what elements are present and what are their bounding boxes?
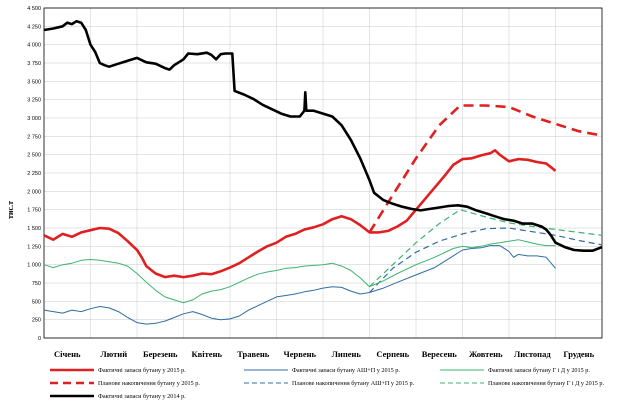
y-tick-label: 3 750 (27, 61, 41, 67)
y-axis: 0 250 500 750 1 000 1 250 1 500 1 750 2 000 2 250… (27, 6, 41, 342)
x-tick-label: Березень (143, 349, 178, 359)
y-tick-label: 250 (32, 318, 41, 324)
x-tick-label: Січень (54, 349, 81, 359)
x-tick-label: Вересень (422, 349, 458, 359)
series-line-5 (43, 239, 556, 304)
series-line-6 (369, 209, 603, 288)
y-tick-label: 1 000 (27, 263, 41, 269)
legend-label: Планове накопичення бутану у 2015 р. (98, 380, 200, 387)
y-tick-label: 0 (38, 336, 41, 342)
legend-label: Фактичні запаси бутану у 2014 р. (98, 393, 186, 400)
y-tick-label: 3 000 (27, 116, 41, 122)
x-tick-label: Лютий (100, 349, 127, 359)
y-tick-label: 2 250 (27, 171, 41, 177)
series-line-3 (43, 245, 556, 325)
x-tick-label: Липень (332, 349, 362, 359)
y-tick-label: 2 750 (27, 134, 41, 140)
y-axis-label: тис.т (6, 201, 15, 219)
y-tick-label: 3 500 (27, 79, 41, 85)
series-line-2 (368, 104, 603, 234)
y-tick-label: 2 000 (27, 189, 41, 195)
y-tick-label: 4 000 (27, 43, 41, 49)
y-tick-label: 4 500 (27, 6, 41, 12)
x-tick-label: Квітень (192, 349, 223, 359)
y-tick-label: 4 250 (27, 24, 41, 30)
y-tick-label: 3 250 (27, 98, 41, 104)
y-tick-label: 1 250 (27, 244, 41, 250)
x-tick-label: Червень (284, 349, 317, 359)
y-tick-label: 1 500 (27, 226, 41, 232)
legend-label: Фактичні запаси бутану Г і Д у 2015 р. (488, 367, 590, 374)
plot-frame (43, 7, 603, 339)
x-tick-label: Травень (237, 349, 270, 359)
series-line-4 (369, 227, 603, 293)
legend-label: Планове накопичення бутану АШ+П у 2015 р… (292, 380, 415, 387)
y-tick-label: 500 (32, 299, 41, 305)
legend-label: Планове накопичення бутану Г і Д у 2015 … (488, 380, 605, 387)
x-tick-label: Серпень (376, 349, 409, 359)
series-line-7 (43, 19, 603, 252)
y-tick-label: 2 500 (27, 153, 41, 159)
y-tick-label: 750 (32, 281, 41, 287)
legend-label: Фактичні запаси бутану АШ+П у 2015 р. (292, 367, 400, 374)
legend-label: Фактичні запаси бутану у 2015 р. (98, 367, 186, 374)
x-tick-label: Грудень (563, 349, 594, 359)
series-line-1 (43, 149, 557, 279)
x-axis: Січень Лютий Березень Квітень Травень Червень… (54, 349, 595, 359)
x-tick-label: Жовтень (469, 349, 503, 359)
legend: Фактичні запаси бутану у 2015 р. Фактичні… (50, 367, 605, 400)
series (43, 19, 603, 325)
x-tick-label: Листопад (514, 349, 551, 359)
y-tick-label: 1 750 (27, 208, 41, 214)
